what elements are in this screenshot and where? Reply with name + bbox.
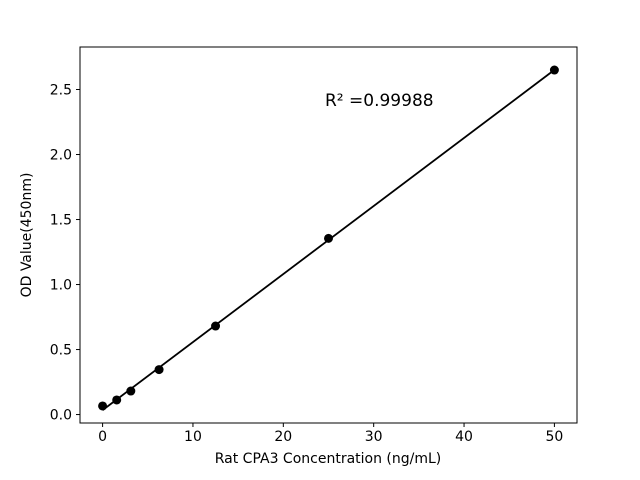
data-point	[126, 386, 136, 396]
y-tick-label: 0.5	[50, 343, 72, 359]
x-axis-label: Rat CPA3 Concentration (ng/mL)	[214, 451, 442, 467]
x-tick-label: 40	[455, 429, 473, 445]
data-point	[324, 233, 333, 243]
y-tick-label: 0.0	[50, 408, 72, 424]
data-point	[98, 401, 108, 411]
y-tick-label: 1.5	[50, 213, 72, 229]
data-point	[549, 65, 559, 75]
y-tick-label: 2.5	[50, 83, 72, 99]
y-tick-label: 2.0	[50, 148, 72, 164]
x-tick-label: 0	[98, 429, 107, 445]
data-point	[112, 395, 122, 405]
data-point	[154, 365, 164, 375]
x-tick-label: 20	[274, 429, 292, 445]
axes-spines	[79, 46, 578, 424]
x-tick-label: 30	[365, 429, 383, 445]
r-squared-annotation: R² =0.99988	[325, 91, 434, 111]
y-tick-label: 1.0	[50, 278, 72, 294]
y-axis-label: OD Value(450nm)	[19, 172, 35, 298]
x-tick-label: 10	[184, 429, 202, 445]
x-tick-label: 50	[545, 429, 563, 445]
data-point	[211, 321, 221, 331]
